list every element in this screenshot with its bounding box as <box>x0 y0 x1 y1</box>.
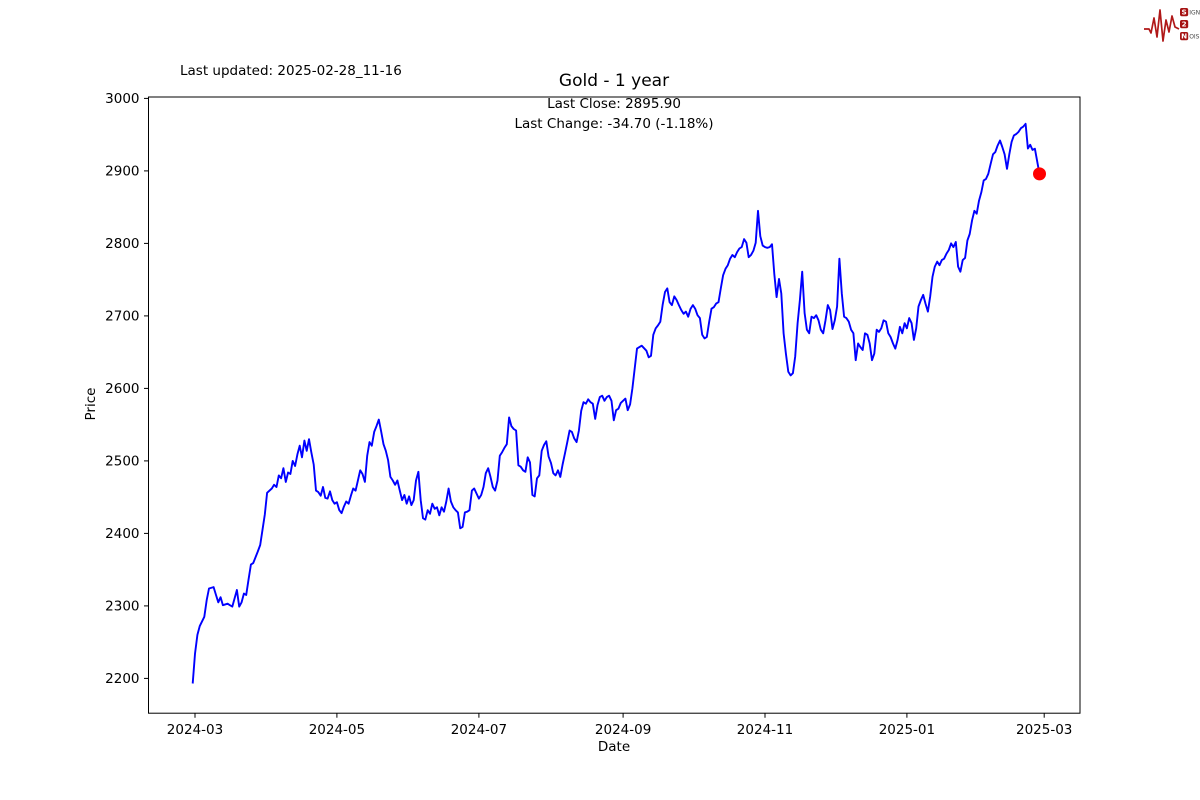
logo-letter-n: N <box>1181 32 1187 41</box>
logo-letter-s: S <box>1182 8 1187 17</box>
x-tick-label: 2024-05 <box>309 722 365 738</box>
logo-letter-2: 2 <box>1182 20 1187 29</box>
y-tick-label: 2600 <box>105 381 139 397</box>
last-close-annotation: Last Close: 2895.90 <box>547 96 681 112</box>
logo-text: S IGNAL 2 N OISE <box>1180 8 1200 41</box>
y-tick-label: 2300 <box>105 599 139 615</box>
signal2noise-logo: S IGNAL 2 N OISE <box>1144 8 1200 42</box>
plot-border <box>148 96 1081 714</box>
logo-box-n <box>1180 32 1189 41</box>
waveform-icon <box>1144 9 1180 42</box>
logo-word-top: IGNAL <box>1189 9 1200 16</box>
x-tick-label: 2025-01 <box>879 722 935 738</box>
x-tick-label: 2024-11 <box>737 722 793 738</box>
x-tick-label: 2024-07 <box>451 722 507 738</box>
axis-ticks: 2024-03 2024-05 2024-07 2024-09 2024-11 2025-… <box>105 91 1072 738</box>
y-tick-label: 2200 <box>105 671 139 687</box>
last-price-marker <box>1033 167 1046 181</box>
x-tick-label: 2025-03 <box>1016 722 1072 738</box>
logo-box-2 <box>1180 20 1189 29</box>
logo-box-s <box>1180 8 1189 17</box>
chart-title: Gold - 1 year <box>558 71 670 91</box>
x-tick-label: 2024-09 <box>595 722 651 738</box>
y-tick-label: 2800 <box>105 236 139 252</box>
y-tick-label: 2400 <box>105 526 139 542</box>
price-series <box>191 122 1046 684</box>
x-axis-label: Date <box>597 739 631 755</box>
logo-word-bottom: OISE <box>1189 33 1200 40</box>
x-tick-label: 2024-03 <box>167 722 223 738</box>
last-change-annotation: Last Change: -34.70 (-1.18%) <box>514 116 714 132</box>
y-tick-label: 2900 <box>105 164 139 180</box>
y-tick-label: 2700 <box>105 309 139 325</box>
y-tick-label: 2500 <box>105 454 139 470</box>
y-tick-label: 3000 <box>105 91 139 107</box>
price-line <box>191 122 1041 684</box>
y-axis-label: Price <box>83 387 99 421</box>
last-updated-text: Last updated: 2025-02-28_11-16 <box>180 63 402 79</box>
